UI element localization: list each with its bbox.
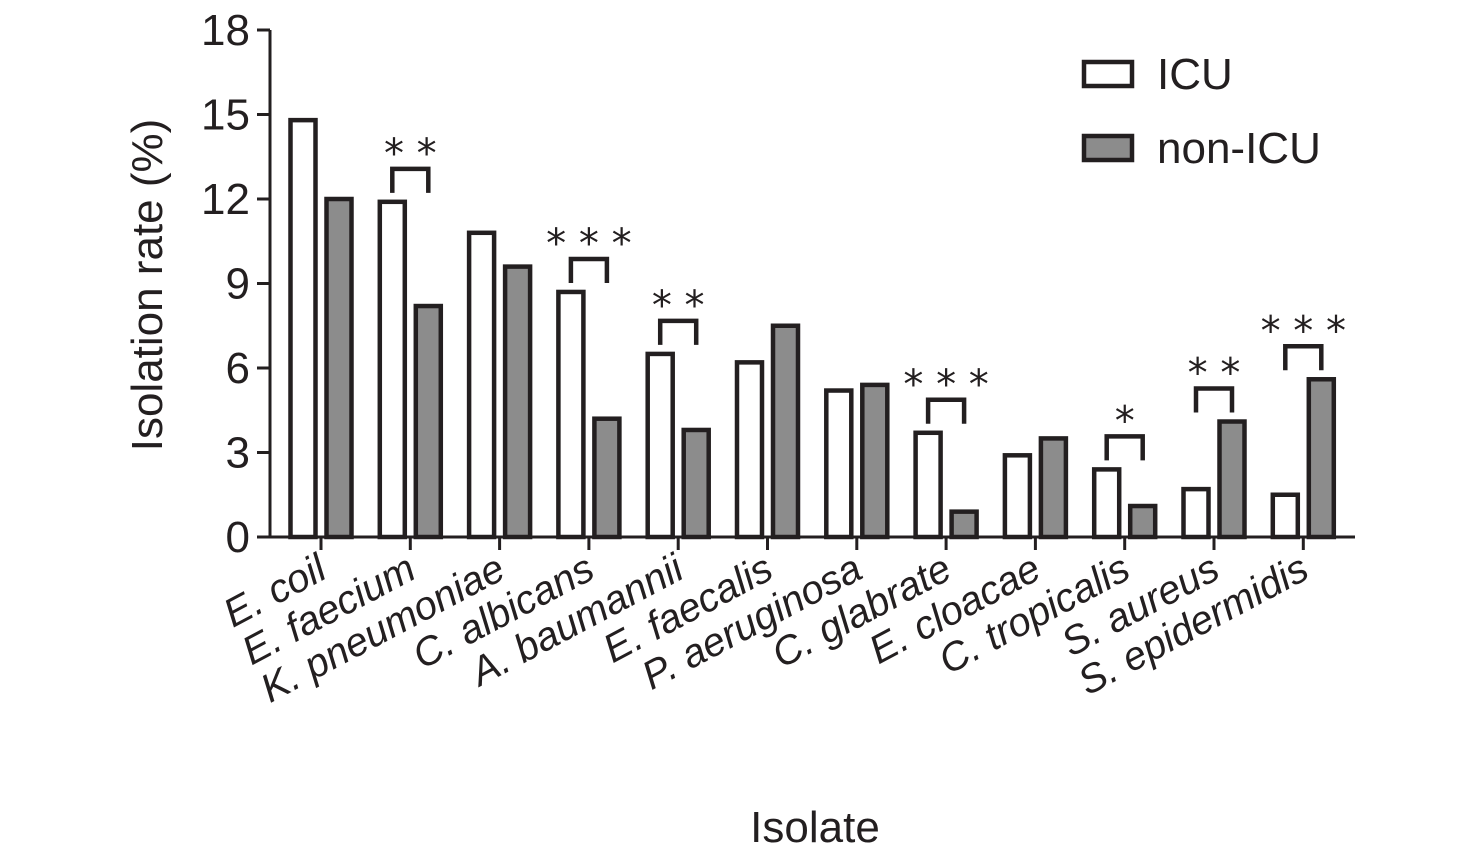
significance-bracket [390,166,431,193]
bar-non-icu-6 [860,382,890,540]
bar-icu-0 [288,117,318,540]
bar-non-icu-1 [413,303,444,540]
y-tick-label: 12 [201,175,250,224]
significance-label: * * [384,131,437,177]
legend-swatch-icu [1081,59,1135,89]
x-axis-title: Isolate [750,803,880,852]
significance-label: * * * [1261,308,1346,354]
bar-non-icu-9 [1127,503,1158,540]
bar-icu-10 [1181,486,1211,540]
bar-non-icu-2 [502,264,533,540]
significance-label: * * [1188,351,1241,397]
legend-label-icu: ICU [1157,50,1233,99]
bar-icu-3 [556,289,586,540]
bar-icu-7 [913,430,943,540]
bar-icu-2 [466,230,497,540]
bar-non-icu-8 [1038,436,1069,540]
significance-label: * [1115,398,1135,444]
y-tick-label: 18 [201,6,250,55]
bar-icu-4 [645,351,675,540]
significance-bracket [568,256,610,283]
legend-swatch-non-icu [1081,133,1135,163]
significance-bracket [925,397,967,424]
legend-label-non-icu: non-ICU [1157,124,1321,173]
legend: ICU non-ICU [1081,50,1321,173]
significance-bracket [657,318,699,345]
y-tick-label: 6 [226,344,250,393]
bars-layer [288,117,1337,540]
significance-bracket [1283,344,1324,371]
y-tick-label: 9 [226,260,250,309]
significance-bracket [1104,434,1145,461]
bar-icu-6 [824,388,854,540]
bar-icu-11 [1270,492,1301,540]
bar-icu-9 [1091,467,1122,540]
bar-non-icu-7 [949,509,979,540]
bar-non-icu-0 [324,196,354,540]
significance-layer: * * * * * * * * * * * * * * * * [384,131,1346,461]
bar-non-icu-3 [592,416,622,540]
bar-non-icu-10 [1217,419,1247,540]
y-tick-label: 0 [226,513,250,562]
bar-non-icu-5 [770,323,801,540]
y-tick-label: 3 [226,429,250,478]
significance-label: * * [652,283,705,329]
bar-icu-1 [377,199,408,540]
bar-non-icu-4 [681,427,711,540]
significance-bracket [1193,386,1235,413]
bar-icu-8 [1002,453,1033,540]
y-axis-title: Isolation rate (%) [123,119,172,452]
y-tick-label: 15 [201,91,250,140]
bar-icu-5 [734,360,765,540]
significance-label: * * * [903,362,988,408]
bar-non-icu-11 [1306,377,1337,540]
significance-label: * * * [546,221,631,267]
